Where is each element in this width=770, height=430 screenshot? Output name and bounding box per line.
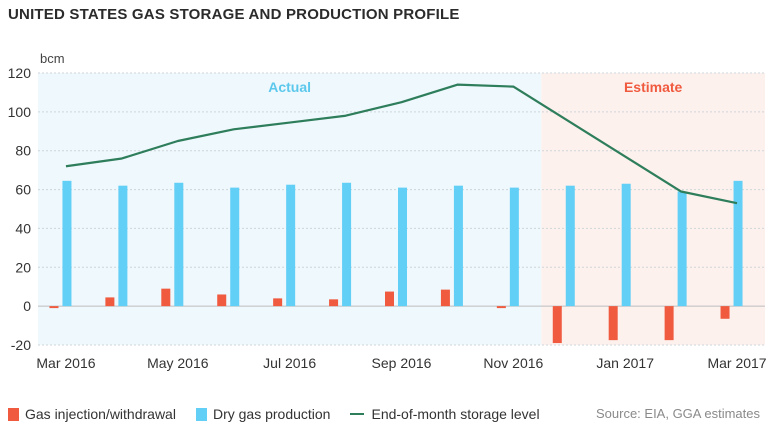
bar-injection	[329, 299, 339, 307]
region-label-actual: Actual	[268, 79, 311, 95]
x-tick-label: Nov 2016	[483, 355, 543, 371]
x-tick-label: May 2016	[147, 355, 209, 371]
bar-production	[565, 185, 575, 307]
bar-production	[342, 182, 352, 307]
bar-production	[118, 185, 128, 307]
x-tick-label: Mar 2016	[36, 355, 95, 371]
bar-production	[453, 185, 463, 307]
legend: Gas injection/withdrawal Dry gas product…	[8, 406, 560, 422]
legend-label-injection: Gas injection/withdrawal	[25, 406, 176, 422]
y-tick-label: 60	[15, 182, 31, 198]
bar-injection	[496, 306, 506, 309]
bar-injection	[385, 291, 394, 307]
bar-injection	[720, 306, 730, 319]
bar-production	[62, 180, 72, 307]
legend-swatch-storage	[350, 413, 365, 415]
y-tick-label: 80	[15, 143, 31, 159]
bar-injection	[273, 298, 283, 307]
x-tick-label: Jan 2017	[596, 355, 654, 371]
bar-production	[677, 191, 687, 307]
x-tick-label: Mar 2017	[707, 355, 766, 371]
region-label-estimate: Estimate	[624, 79, 683, 95]
y-axis-unit-label: bcm	[40, 51, 65, 66]
legend-item-production: Dry gas production	[195, 406, 331, 422]
y-tick-label: 40	[15, 220, 31, 236]
y-tick-label: -20	[11, 337, 31, 353]
y-tick-label: 120	[8, 65, 32, 81]
y-tick-label: 100	[8, 104, 32, 120]
y-tick-label: 0	[23, 298, 31, 314]
legend-item-injection: Gas injection/withdrawal	[8, 406, 176, 422]
bar-injection	[552, 306, 562, 344]
bar-production	[398, 187, 407, 307]
legend-label-production: Dry gas production	[212, 406, 331, 422]
bar-production	[230, 187, 240, 307]
bar-injection	[608, 306, 618, 341]
bar-injection	[217, 294, 227, 307]
bar-injection	[49, 306, 59, 309]
legend-label-storage: End-of-month storage level	[371, 406, 540, 422]
bar-injection	[440, 289, 450, 307]
bar-injection	[664, 306, 674, 341]
bar-production	[174, 182, 184, 307]
bar-production	[509, 187, 519, 307]
storage-line	[65, 83, 738, 205]
source-note: Source: EIA, GGA estimates	[595, 406, 760, 421]
x-tick-label: Sep 2016	[372, 355, 432, 371]
bar-production	[733, 180, 743, 307]
legend-swatch-injection	[8, 407, 19, 421]
chart: Actual Estimate -20 0 20 40 60 80 100 120 Mar 20…	[8, 51, 767, 371]
legend-item-storage: End-of-month storage level	[350, 406, 540, 422]
legend-swatch-production	[195, 407, 207, 421]
region-estimate	[541, 73, 765, 345]
x-tick-label: Jul 2016	[263, 355, 316, 371]
bar-production	[621, 183, 631, 307]
chart-title: UNITED STATES GAS STORAGE AND PRODUCTION…	[8, 6, 460, 23]
bar-injection	[161, 288, 171, 307]
y-tick-label: 20	[15, 259, 31, 275]
bar-production	[286, 184, 296, 307]
bar-injection	[105, 297, 115, 307]
